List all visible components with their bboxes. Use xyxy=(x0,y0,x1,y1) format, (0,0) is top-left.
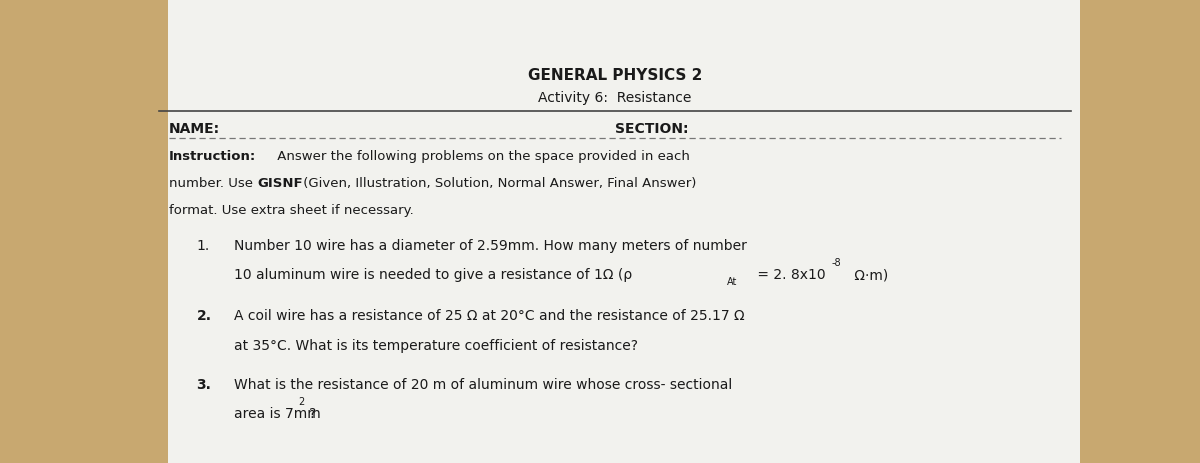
Text: 10 aluminum wire is needed to give a resistance of 1Ω (ρ: 10 aluminum wire is needed to give a res… xyxy=(234,269,632,282)
Text: format. Use extra sheet if necessary.: format. Use extra sheet if necessary. xyxy=(168,204,413,217)
Text: What is the resistance of 20 m of aluminum wire whose cross- sectional: What is the resistance of 20 m of alumin… xyxy=(234,378,732,392)
Text: 2.: 2. xyxy=(197,309,211,323)
Text: Number 10 wire has a diameter of 2.59mm. How many meters of number: Number 10 wire has a diameter of 2.59mm.… xyxy=(234,239,746,253)
Text: -8: -8 xyxy=(832,258,841,269)
Text: A coil wire has a resistance of 25 Ω at 20°C and the resistance of 25.17 Ω: A coil wire has a resistance of 25 Ω at … xyxy=(234,309,744,323)
Text: Activity 6:  Resistance: Activity 6: Resistance xyxy=(539,91,691,105)
Text: (Given, Illustration, Solution, Normal Answer, Final Answer): (Given, Illustration, Solution, Normal A… xyxy=(299,177,696,190)
Text: At: At xyxy=(727,277,737,288)
Text: GISNF: GISNF xyxy=(257,177,302,190)
Text: 2: 2 xyxy=(298,397,304,407)
FancyBboxPatch shape xyxy=(168,0,1080,463)
Text: = 2. 8x10: = 2. 8x10 xyxy=(752,269,826,282)
Text: at 35°C. What is its temperature coefficient of resistance?: at 35°C. What is its temperature coeffic… xyxy=(234,338,637,353)
Text: Instruction:: Instruction: xyxy=(168,150,256,163)
Text: 3.: 3. xyxy=(197,378,211,392)
Text: NAME:: NAME: xyxy=(168,121,220,136)
Text: Answer the following problems on the space provided in each: Answer the following problems on the spa… xyxy=(272,150,690,163)
Text: GENERAL PHYSICS 2: GENERAL PHYSICS 2 xyxy=(528,68,702,83)
Text: area is 7mm: area is 7mm xyxy=(234,407,320,421)
Text: number. Use: number. Use xyxy=(168,177,257,190)
Text: Ω·m): Ω·m) xyxy=(851,269,888,282)
Text: ?: ? xyxy=(310,407,317,421)
Text: SECTION:: SECTION: xyxy=(616,121,689,136)
Text: 1.: 1. xyxy=(197,239,210,253)
